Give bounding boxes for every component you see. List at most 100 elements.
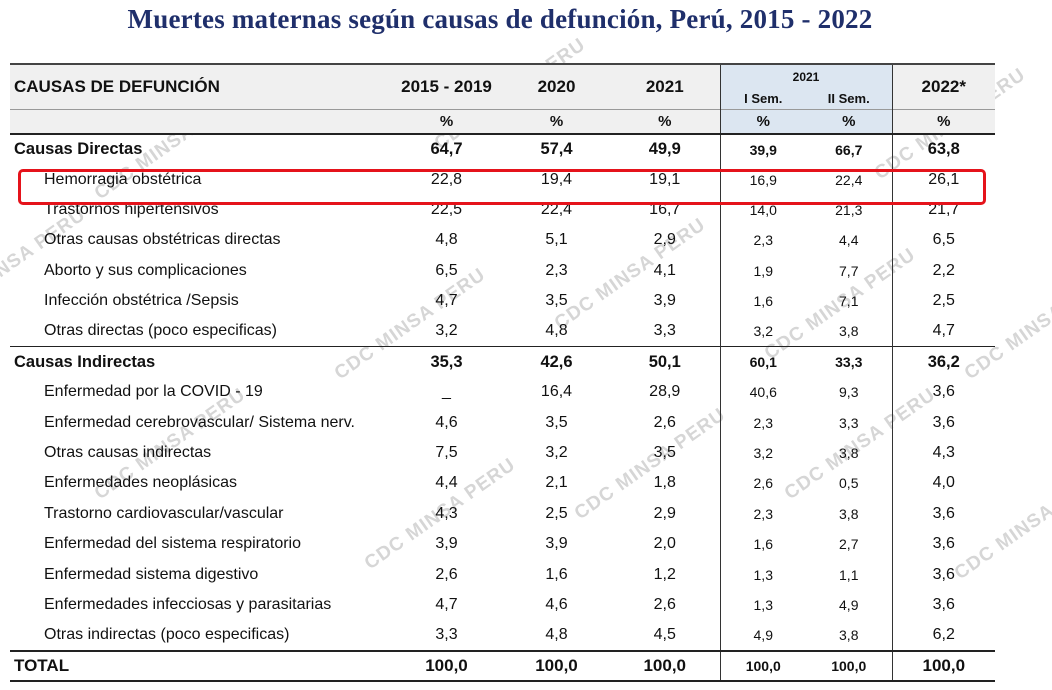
cause-label: Otras causas obstétricas directas bbox=[44, 231, 281, 249]
header-row: I Sem. II Sem. bbox=[10, 89, 995, 109]
cause-label: Enfermedad sistema digestivo bbox=[44, 565, 259, 583]
value-cell: 35,3 bbox=[390, 346, 503, 378]
period-header: 2020 bbox=[503, 63, 610, 109]
unit-spacer bbox=[10, 108, 390, 135]
value-cell: 3,8 bbox=[839, 323, 859, 340]
unit-row: % % % % % % bbox=[10, 108, 996, 135]
value-cell: 3,8 bbox=[839, 626, 859, 643]
semester-header: II Sem. bbox=[806, 89, 893, 109]
cause-label: Enfermedades infecciosas y parasitarias bbox=[44, 596, 332, 614]
cause-label: TOTAL bbox=[10, 649, 390, 683]
value-cell: 3,6 bbox=[891, 559, 996, 590]
value-cell: 4,1 bbox=[653, 261, 676, 279]
value-cell: 3,2 bbox=[719, 316, 806, 347]
value-cell: 3,8 bbox=[839, 445, 859, 462]
value-cell: 21,7 bbox=[891, 194, 996, 226]
value-cell: 2,1 bbox=[545, 474, 568, 492]
value-cell: 100,0 bbox=[891, 649, 996, 683]
period-header: 2022* bbox=[891, 63, 996, 109]
table-row: Otras directas (poco especificas) 3,2 4,8 3… bbox=[10, 316, 996, 347]
value-cell: 60,1 bbox=[719, 346, 806, 378]
unit-label: % bbox=[390, 108, 503, 135]
value-cell: 3,9 bbox=[435, 535, 458, 553]
value-cell: 4,4 bbox=[435, 474, 458, 492]
value-cell: 4,5 bbox=[653, 625, 676, 643]
value-cell: 3,6 bbox=[891, 589, 996, 621]
value-cell: 100,0 bbox=[719, 649, 806, 683]
value-cell: 3,9 bbox=[653, 292, 676, 310]
value-cell: 3,6 bbox=[891, 377, 996, 408]
value-cell: 100,0 bbox=[610, 649, 720, 683]
unit-label: % bbox=[503, 108, 610, 135]
header-row: CAUSAS DE DEFUNCIÓN 2015 - 2019 2020 202… bbox=[10, 63, 996, 109]
semester-header: I Sem. bbox=[719, 89, 806, 109]
cause-label: Causas Indirectas bbox=[10, 346, 390, 378]
value-cell: 36,2 bbox=[891, 346, 996, 378]
value-cell: _ bbox=[442, 383, 451, 401]
value-cell: 2,7 bbox=[839, 536, 859, 553]
value-cell: 63,8 bbox=[891, 134, 996, 165]
value-cell: 14,0 bbox=[719, 194, 806, 226]
value-cell: 4,9 bbox=[839, 597, 859, 614]
value-cell: 100,0 bbox=[806, 649, 893, 683]
table-row: TOTAL 100,0 100,0 100,0 100,0 100,0 100,0 bbox=[10, 649, 996, 683]
value-cell: 5,1 bbox=[545, 231, 568, 249]
cause-label: Otras indirectas (poco especificas) bbox=[44, 625, 290, 643]
value-cell: 19,4 bbox=[540, 170, 573, 188]
value-cell: 16,4 bbox=[540, 383, 573, 401]
unit-label: % bbox=[806, 108, 893, 135]
value-cell: 9,3 bbox=[839, 384, 859, 401]
cause-label: Enfermedad por la COVID - 19 bbox=[44, 383, 263, 401]
value-cell: 2,3 bbox=[719, 225, 806, 256]
table-row: Enfermedad del sistema respiratorio 3,9 3,… bbox=[10, 529, 996, 560]
year-2021-group-header: 2021 bbox=[719, 63, 893, 89]
value-cell: 3,2 bbox=[435, 322, 458, 340]
value-cell: 4,9 bbox=[719, 620, 806, 651]
value-cell: 33,3 bbox=[806, 346, 893, 378]
maternal-deaths-table: CAUSAS DE DEFUNCIÓN 2015 - 2019 2020 202… bbox=[10, 63, 996, 683]
table-row: Enfermedades neoplásicas 4,4 2,1 1,8 2,6 0,5 4… bbox=[10, 468, 996, 499]
value-cell: 1,3 bbox=[719, 559, 806, 590]
value-cell: 2,9 bbox=[653, 504, 676, 522]
value-cell: 2,6 bbox=[653, 596, 676, 614]
value-cell: 3,6 bbox=[891, 407, 996, 438]
value-cell: 2,6 bbox=[653, 413, 676, 431]
table-row: Otras causas obstétricas directas 4,8 5,1 2… bbox=[10, 225, 996, 256]
value-cell: 64,7 bbox=[430, 140, 463, 159]
value-cell: 22,8 bbox=[430, 170, 463, 188]
value-cell: 19,1 bbox=[649, 170, 681, 188]
value-cell: 50,1 bbox=[610, 346, 720, 378]
value-cell: 2,9 bbox=[653, 231, 676, 249]
cause-label: Hemorragia obstétrica bbox=[44, 170, 202, 188]
value-cell: 7,1 bbox=[839, 293, 859, 310]
table-row: Trastornos hipertensivos 22,5 22,4 16,7 14,0… bbox=[10, 194, 996, 226]
value-cell: 21,3 bbox=[835, 201, 863, 218]
unit-label: % bbox=[891, 108, 996, 135]
value-cell: 100,0 bbox=[503, 649, 610, 683]
value-cell: 28,9 bbox=[649, 383, 681, 401]
value-cell: 4,7 bbox=[435, 292, 458, 310]
cause-label: Aborto y sus complicaciones bbox=[44, 261, 247, 279]
value-cell: 1,9 bbox=[719, 255, 806, 286]
value-cell: 100,0 bbox=[390, 649, 503, 683]
value-cell: 3,9 bbox=[545, 535, 568, 553]
value-cell: 4,6 bbox=[545, 596, 568, 614]
value-cell: 6,5 bbox=[891, 225, 996, 256]
value-cell: 57,4 bbox=[540, 140, 573, 159]
cause-label: Infección obstétrica /Sepsis bbox=[44, 292, 239, 310]
table-row: Enfermedad sistema digestivo 2,6 1,6 1,2 1,3… bbox=[10, 559, 996, 590]
value-cell: 3,5 bbox=[653, 444, 676, 462]
cause-label: Causas Directas bbox=[14, 140, 143, 159]
table-row: Hemorragia obstétrica 22,8 19,4 19,1 16,9 22,… bbox=[10, 164, 996, 195]
value-cell: 6,5 bbox=[435, 261, 458, 279]
cause-label: Otras causas indirectas bbox=[44, 444, 212, 462]
value-cell: 3,3 bbox=[653, 322, 676, 340]
value-cell: 3,6 bbox=[891, 529, 996, 560]
value-cell: 40,6 bbox=[719, 377, 806, 408]
value-cell: 42,6 bbox=[503, 346, 610, 378]
value-cell: 3,2 bbox=[545, 444, 568, 462]
value-cell: 4,3 bbox=[435, 504, 458, 522]
unit-label: % bbox=[719, 108, 806, 135]
value-cell: 22,5 bbox=[430, 200, 463, 218]
value-cell: 2,3 bbox=[719, 407, 806, 438]
